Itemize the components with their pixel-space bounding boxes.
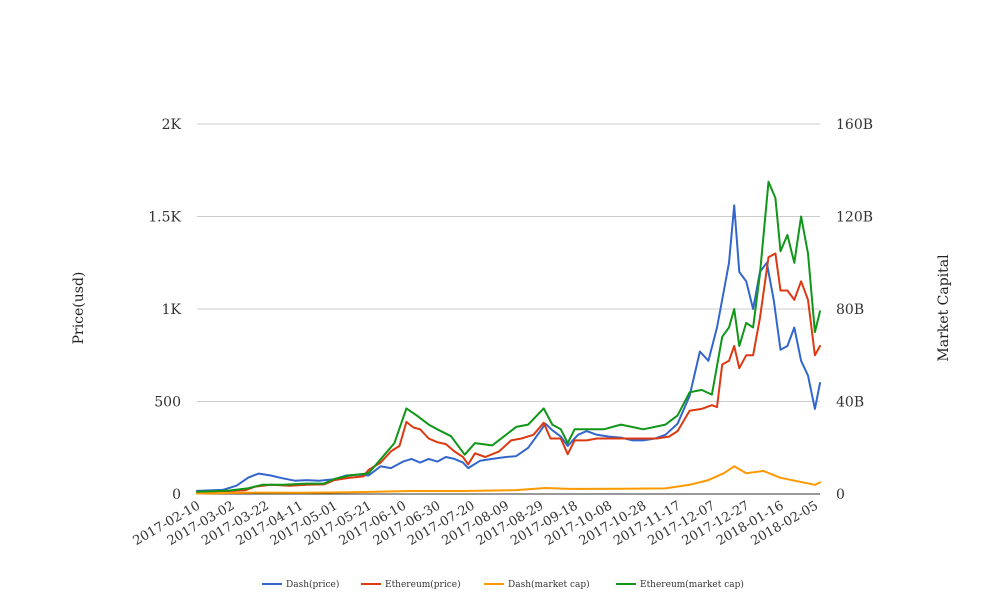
y-tick-label-left: 0 xyxy=(172,487,181,503)
y-axis-title-left: Price(usd) xyxy=(71,272,87,345)
series-line-dash-market-cap xyxy=(196,465,821,495)
legend-label: Ethereum(market cap) xyxy=(640,579,744,590)
y-tick-label-right: 160B xyxy=(836,117,873,133)
y-tick-label-left: 500 xyxy=(154,395,181,411)
legend-label: Dash(price) xyxy=(286,579,339,590)
legend-label: Ethereum(price) xyxy=(385,579,461,590)
y-tick-label-right: 80B xyxy=(836,302,864,318)
series-line-ethereum-market-cap xyxy=(196,180,821,493)
y-tick-label-right: 40B xyxy=(836,395,864,411)
series-line-dash-price xyxy=(196,204,821,492)
y-tick-label-right: 0 xyxy=(836,487,845,503)
y-tick-label-left: 2K xyxy=(162,117,182,133)
grid-lines xyxy=(197,123,820,495)
y-tick-label-left: 1K xyxy=(162,302,182,318)
y-axis-title-right: Market Capital xyxy=(936,254,952,362)
y-tick-label-left: 1.5K xyxy=(148,210,181,226)
axes: 05001K1.5K2K040B80B120B160B2017-02-10201… xyxy=(131,117,873,549)
legend-label: Dash(market cap) xyxy=(508,579,590,590)
series-lines xyxy=(196,180,821,495)
y-tick-label-right: 120B xyxy=(836,210,873,226)
legend: Dash(price) Ethereum(price) Dash(market ca… xyxy=(262,579,744,590)
